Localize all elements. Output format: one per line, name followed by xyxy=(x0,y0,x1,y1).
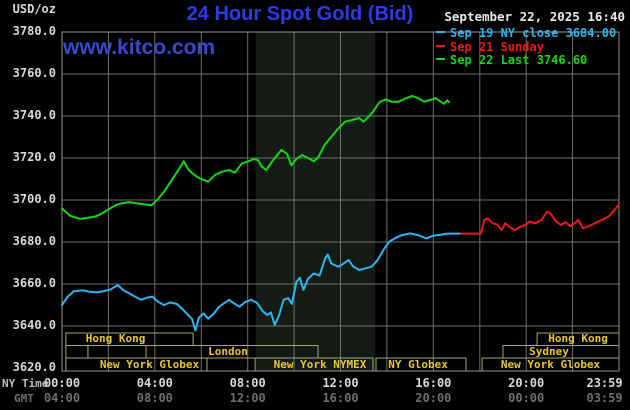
series-line-sep-21-sunday xyxy=(460,204,620,235)
y-axis-tick-3740: 3740.0 xyxy=(12,108,56,122)
series-line-sep-19-ny-close-3684-00 xyxy=(61,232,463,332)
session-label-new-york-nymex: New York NYMEX xyxy=(273,358,367,371)
session-label-new-york-globex: New York Globex xyxy=(99,358,200,371)
legend: Sep 19 NY close 3684.00 Sep 21 Sunday Sep … xyxy=(436,26,616,67)
kitco-watermark-link[interactable]: www.kitco.com xyxy=(63,36,216,59)
session-box-london xyxy=(145,345,319,359)
legend-dash-icon xyxy=(436,31,445,33)
x-axis-tick-ny-2359: 23:59 xyxy=(586,376,623,390)
session-label-hong-kong: Hong Kong xyxy=(548,332,608,345)
legend-label: Sep 22 Last 3746.60 xyxy=(450,53,588,67)
y-axis-tick-3780: 3780.0 xyxy=(12,24,56,38)
legend-dash-icon xyxy=(436,44,445,47)
y-axis-tick-3680: 3680.0 xyxy=(12,234,56,248)
legend-item-sep-22-last-3746-60: Sep 22 Last 3746.60 xyxy=(436,53,616,67)
x-axis-tick-ny-2000: 20:00 xyxy=(508,376,545,390)
chart-title: 24 Hour Spot Gold (Bid) xyxy=(186,3,414,25)
session-label-sydney: Sydney xyxy=(529,344,569,358)
y-axis-tick-3760: 3760.0 xyxy=(12,66,56,80)
x-axis-tick-ny-0000: 00:00 xyxy=(43,376,81,390)
y-axis-tick-3660: 3660.0 xyxy=(12,276,56,290)
chart-datetime: September 22, 2025 16:40 xyxy=(444,9,625,24)
session-box xyxy=(65,345,89,359)
x-axis-tick-ny-1200: 12:00 xyxy=(322,376,359,390)
session-label-london: London xyxy=(208,344,248,358)
legend-dash-icon xyxy=(436,58,445,60)
y-axis-tick-3700: 3700.0 xyxy=(12,192,56,206)
series-line-sep-22-last-3746-60 xyxy=(61,95,450,220)
legend-item-sep-21-sunday: Sep 21 Sunday xyxy=(436,40,616,54)
x-axis-tick-gmt-0800: 08:00 xyxy=(136,391,173,405)
legend-item-sep-19-ny-close-3684-00: Sep 19 NY close 3684.00 xyxy=(436,26,616,40)
x-axis-tick-gmt-0359: 03:59 xyxy=(586,391,623,405)
y-axis-tick-3620: 3620.0 xyxy=(12,360,56,374)
x-axis-tick-ny-0400: 04:00 xyxy=(136,376,173,390)
session-label-ny-globex: NY Globex xyxy=(388,358,448,371)
y-axis-unit-label: USD/oz xyxy=(12,2,56,16)
ny-time-axis-label: NY Time xyxy=(2,377,49,390)
x-axis-tick-gmt-0000: 00:00 xyxy=(508,391,545,405)
session-label-new-york-globex: New York Globex xyxy=(500,358,601,371)
x-axis-tick-gmt-1600: 16:00 xyxy=(322,391,359,405)
session-box xyxy=(87,345,147,359)
x-axis-tick-gmt-2000: 20:00 xyxy=(415,391,452,405)
legend-label: Sep 21 Sunday xyxy=(450,39,544,54)
x-axis-tick-ny-0800: 08:00 xyxy=(229,376,266,390)
gmt-axis-label: GMT xyxy=(14,392,34,405)
plot-border xyxy=(61,31,620,372)
y-axis-tick-3720: 3720.0 xyxy=(12,150,56,164)
x-axis-tick-gmt-0400: 04:00 xyxy=(43,391,81,405)
legend-label: Sep 19 NY close 3684.00 xyxy=(450,26,617,40)
y-axis-tick-3640: 3640.0 xyxy=(12,318,56,332)
nymex-shaded-region xyxy=(255,32,376,371)
x-axis-tick-ny-1600: 16:00 xyxy=(415,376,452,390)
session-label-hong-kong: Hong Kong xyxy=(85,332,146,345)
x-axis-tick-gmt-1200: 12:00 xyxy=(229,391,266,405)
